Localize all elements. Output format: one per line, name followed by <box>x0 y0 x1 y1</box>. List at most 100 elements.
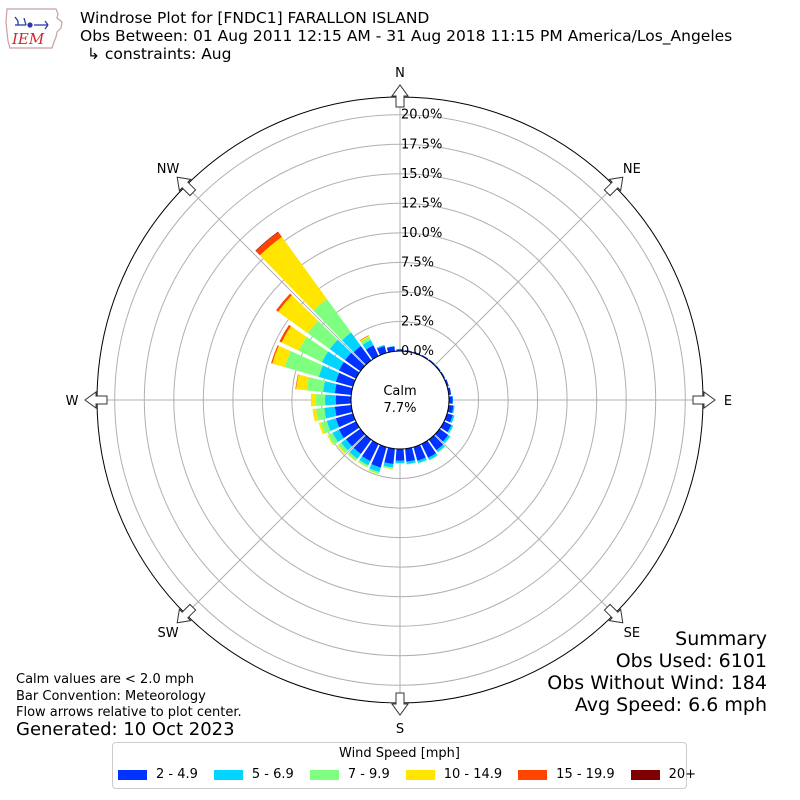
windrose-bar <box>349 447 361 459</box>
windrose-bar <box>376 344 385 349</box>
summary-avg-speed: Avg Speed: 6.6 mph <box>574 694 767 716</box>
compass-label: SW <box>158 626 179 641</box>
windrose-bar <box>440 421 452 433</box>
flow-arrow-icon <box>391 692 409 716</box>
grid-spoke <box>434 185 615 366</box>
windrose-bar <box>334 384 353 395</box>
windrose-bar <box>321 420 331 434</box>
ring-label: 12.5% <box>401 196 442 211</box>
legend-title: Wind Speed [mph] <box>339 746 460 761</box>
legend-label: 10 - 14.9 <box>443 767 503 782</box>
windrose-bar <box>276 293 292 312</box>
windrose-bar <box>338 361 360 379</box>
windrose-bar <box>328 432 338 445</box>
windrose-bar <box>428 435 444 451</box>
windrose-bar <box>318 422 326 435</box>
calm-value: 7.7% <box>383 401 416 416</box>
windrose-bar <box>448 396 453 404</box>
legend-item: 7 - 9.9 <box>309 767 390 782</box>
windrose-bar <box>326 418 340 432</box>
chart-title: Windrose Plot for [FNDC1] FARALLON ISLAN… <box>80 9 430 27</box>
windrose-bar <box>358 460 369 467</box>
windrose-bar <box>421 440 437 458</box>
windrose-bar <box>406 462 416 465</box>
windrose-bar <box>429 455 438 461</box>
windrose-bar <box>448 425 454 434</box>
calm-circle <box>350 350 450 450</box>
compass-label: N <box>395 66 405 81</box>
windrose-bar <box>450 415 455 424</box>
windrose-bar <box>361 440 379 462</box>
legend-item: 2 - 4.9 <box>118 767 198 782</box>
windrose-bar <box>338 421 360 439</box>
legend-label: 2 - 4.9 <box>156 767 198 782</box>
compass-label: W <box>66 394 79 409</box>
ring-label: 5.0% <box>401 285 434 300</box>
windrose-bar <box>368 468 380 474</box>
plot-notes: Calm values are < 2.0 mph Bar Convention… <box>16 672 242 722</box>
windrose-bar <box>295 374 299 390</box>
legend-label: 5 - 6.9 <box>251 767 294 782</box>
legend-item: 10 - 14.9 <box>405 767 503 782</box>
windrose-bar <box>271 345 279 364</box>
windrose-bar <box>313 299 352 341</box>
windrose-bar <box>437 446 446 453</box>
windrose-bar <box>278 295 319 334</box>
windrose-bar <box>417 459 427 464</box>
legend-swatch <box>309 769 339 780</box>
windrose-bar <box>323 381 337 394</box>
windrose-bar <box>405 447 416 462</box>
windrose-bar <box>327 434 334 446</box>
windrose-bar <box>371 444 387 468</box>
windrose-bar <box>306 377 325 393</box>
windrose-bar <box>284 351 323 377</box>
windrose-bar <box>335 413 356 428</box>
legend-items: 2 - 4.9 5 - 6.9 7 - 9.9 10 - 14.9 15 - 1… <box>118 767 712 782</box>
windrose-bar <box>368 470 379 475</box>
windrose-bar <box>365 345 379 360</box>
windrose-bar <box>332 429 344 443</box>
windrose-bar <box>337 444 346 454</box>
iem-logo: IEM <box>5 8 63 49</box>
windrose-bar <box>383 465 394 469</box>
windrose-bar <box>395 463 405 464</box>
windrose-bar <box>321 351 344 371</box>
legend-swatch <box>405 769 435 780</box>
windrose-bar <box>255 232 282 256</box>
windrose-bar <box>316 407 327 421</box>
grid-spoke <box>185 434 366 615</box>
windrose-bar <box>341 439 353 451</box>
flow-arrow-icon <box>603 176 624 197</box>
windrose-bar <box>334 405 353 416</box>
compass-labels: N NE E SE S SW W NW <box>66 66 733 737</box>
summary-title: Summary <box>675 628 767 650</box>
legend-label: 15 - 19.9 <box>556 767 615 782</box>
windrose-bar <box>315 393 326 407</box>
windrose-bar <box>452 396 454 404</box>
summary-obs-used: Obs Used: 6101 <box>615 650 767 672</box>
legend-swatch <box>630 769 660 780</box>
windrose-bars <box>255 231 455 475</box>
speed-legend: Wind Speed [mph] 2 - 4.9 5 - 6.9 7 - 9.9… <box>112 742 696 789</box>
legend-label: 20+ <box>668 767 697 782</box>
windrose-bar <box>447 387 452 395</box>
legend-item: 5 - 6.9 <box>213 767 294 782</box>
windrose-bar <box>324 406 337 419</box>
windrose-bar <box>452 405 455 414</box>
windrose-bar <box>318 365 340 382</box>
grid-spoke <box>185 185 366 366</box>
legend-swatch <box>518 769 548 780</box>
windrose-bar <box>353 435 372 455</box>
windrose-bar <box>338 442 348 454</box>
windrose-bar <box>386 345 395 348</box>
windrose-bar <box>395 448 405 461</box>
windrose-bar <box>307 320 338 350</box>
windrose-bar <box>279 324 291 343</box>
generated-date: Generated: 10 Oct 2023 <box>16 719 235 740</box>
windrose-bar <box>442 434 451 444</box>
bar-convention-note: Bar Convention: Meteorology <box>16 688 206 704</box>
windrose-bar <box>342 332 361 353</box>
grid-spoke <box>434 434 615 615</box>
iem-logo-text: IEM <box>11 30 45 48</box>
flow-arrow-icon <box>84 391 108 409</box>
